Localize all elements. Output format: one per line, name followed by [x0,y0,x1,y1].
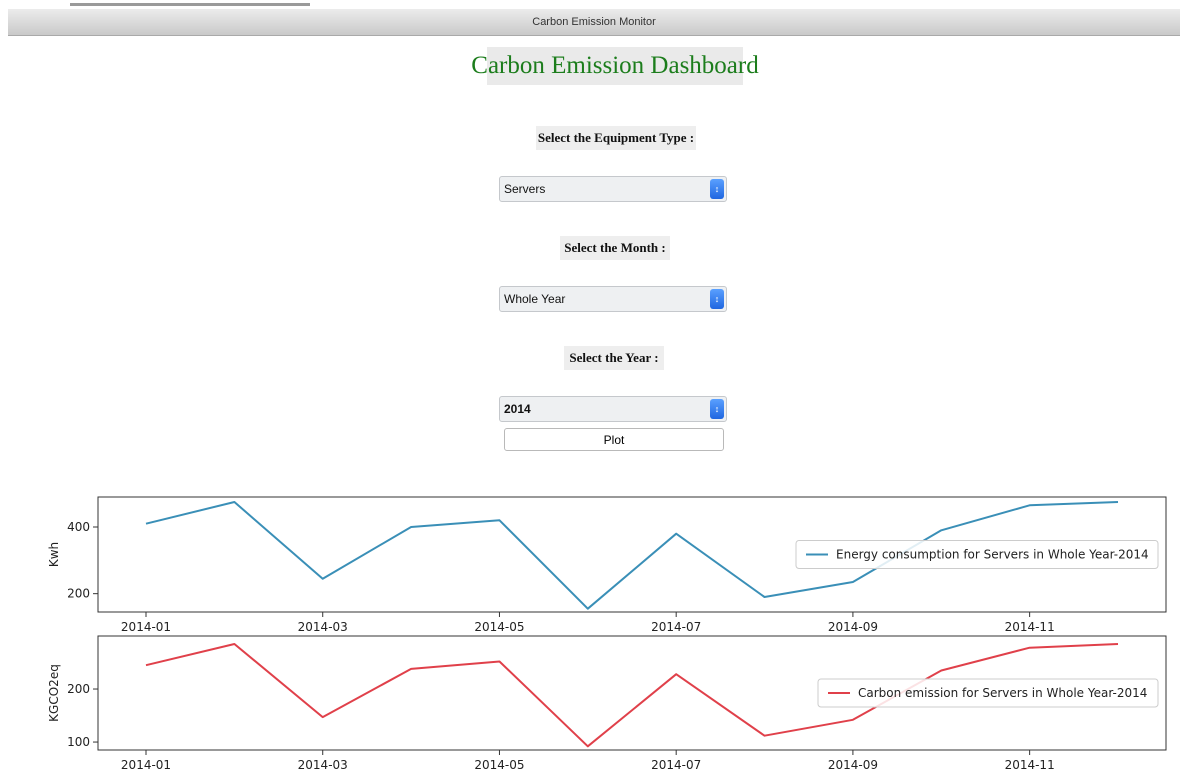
window-titlebar: Carbon Emission Monitor [8,9,1180,36]
legend-box [795,540,1159,569]
year-value: 2014 [504,402,531,416]
y-tick-label: 200 [67,682,90,696]
x-tick-label: 2014-05 [474,620,524,634]
y-axis-label: KGCO2eq [47,664,61,722]
y-tick-label: 400 [67,520,90,534]
y-tick-label: 200 [67,587,90,601]
x-tick-label: 2014-07 [651,758,701,772]
chevron-updown-icon: ↕ [710,289,724,309]
x-tick-label: 2014-05 [474,758,524,772]
month-label: Select the Month : [560,236,670,260]
y-axis-label: Kwh [47,542,61,567]
equipment-type-label: Select the Equipment Type : [536,126,696,150]
year-label: Select the Year : [564,346,664,370]
charts-area: 200 400 2014-01 2014-03 2014-05 2014-07 2014-0… [47,496,1167,772]
month-value: Whole Year [504,292,566,306]
x-tick-label: 2014-03 [298,758,348,772]
year-select[interactable]: 2014 ↕ [499,396,727,422]
x-tick-label: 2014-09 [828,620,878,634]
clipped-top-text [70,0,310,9]
x-tick-label: 2014-11 [1005,620,1055,634]
x-tick-label: 2014-01 [121,758,171,772]
x-tick-label: 2014-01 [121,620,171,634]
series-line [145,501,1119,610]
x-tick-label: 2014-11 [1005,758,1055,772]
chevron-updown-icon: ↕ [710,179,724,199]
legend-label: Energy consumption for Servers in Whole … [836,548,1149,562]
equipment-type-select[interactable]: Servers ↕ [499,176,727,202]
x-tick-label: 2014-09 [828,758,878,772]
series-line [145,643,1119,748]
month-select[interactable]: Whole Year ↕ [499,286,727,312]
equipment-type-value: Servers [504,182,546,196]
window-title: Carbon Emission Monitor [532,16,656,28]
y-tick-label: 100 [67,735,90,749]
plot-button[interactable]: Plot [504,428,724,451]
chevron-updown-icon: ↕ [710,399,724,419]
legend-box [817,678,1159,708]
x-tick-label: 2014-03 [298,620,348,634]
x-tick-label: 2014-07 [651,620,701,634]
legend-label: Carbon emission for Servers in Whole Yea… [858,686,1147,700]
page-title: Carbon Emission Dashboard [471,47,759,85]
